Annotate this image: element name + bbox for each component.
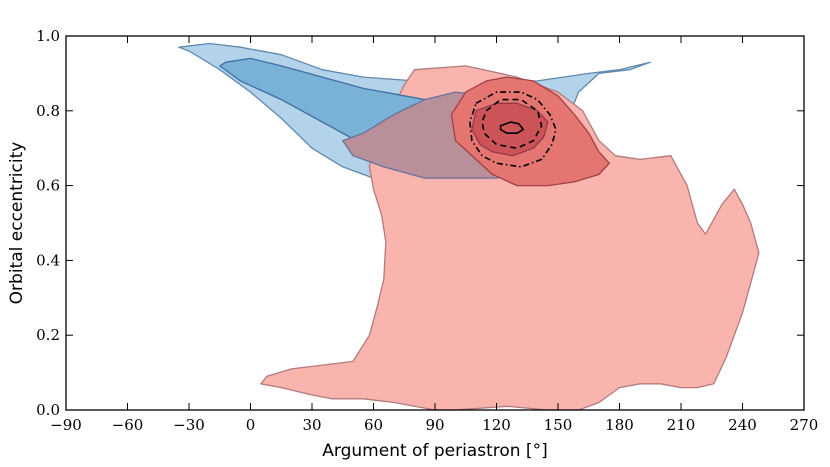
contour-lines — [469, 91, 557, 168]
x-tick-label: 30 — [302, 416, 321, 434]
x-tick-label: 90 — [425, 416, 444, 434]
x-axis-ticks: −90 −60 −30 0 30 60 90 120 150 180 210 240 270 — [50, 36, 818, 434]
contour-line-dashdot-1 — [469, 91, 557, 168]
x-tick-label: −90 — [50, 416, 82, 434]
x-tick-label: 180 — [605, 416, 634, 434]
contour-line-dashed-2 — [481, 98, 543, 149]
x-tick-label: −60 — [112, 416, 144, 434]
x-tick-label: 60 — [364, 416, 383, 434]
contour-region-6 — [471, 102, 549, 157]
y-tick-label: 0.6 — [36, 177, 60, 195]
x-tick-label: 120 — [482, 416, 511, 434]
y-tick-label: 1.0 — [36, 27, 60, 45]
contour-line-solid-3 — [499, 121, 525, 134]
x-tick-label: −30 — [173, 416, 205, 434]
y-tick-label: 0.0 — [36, 401, 60, 419]
x-tick-label: 0 — [246, 416, 256, 434]
y-axis-ticks: 0.0 0.2 0.4 0.6 0.8 1.0 — [36, 27, 804, 419]
x-tick-label: 270 — [790, 416, 819, 434]
contour-fills — [178, 42, 760, 411]
y-tick-label: 0.2 — [36, 326, 60, 344]
y-tick-label: 0.4 — [36, 251, 60, 269]
x-tick-label: 210 — [667, 416, 696, 434]
x-axis-label: Argument of periastron [°] — [322, 441, 547, 461]
x-tick-label: 240 — [728, 416, 757, 434]
y-axis-label: Orbital eccentricity — [7, 142, 27, 305]
x-tick-label: 150 — [544, 416, 573, 434]
y-tick-label: 0.8 — [36, 102, 60, 120]
